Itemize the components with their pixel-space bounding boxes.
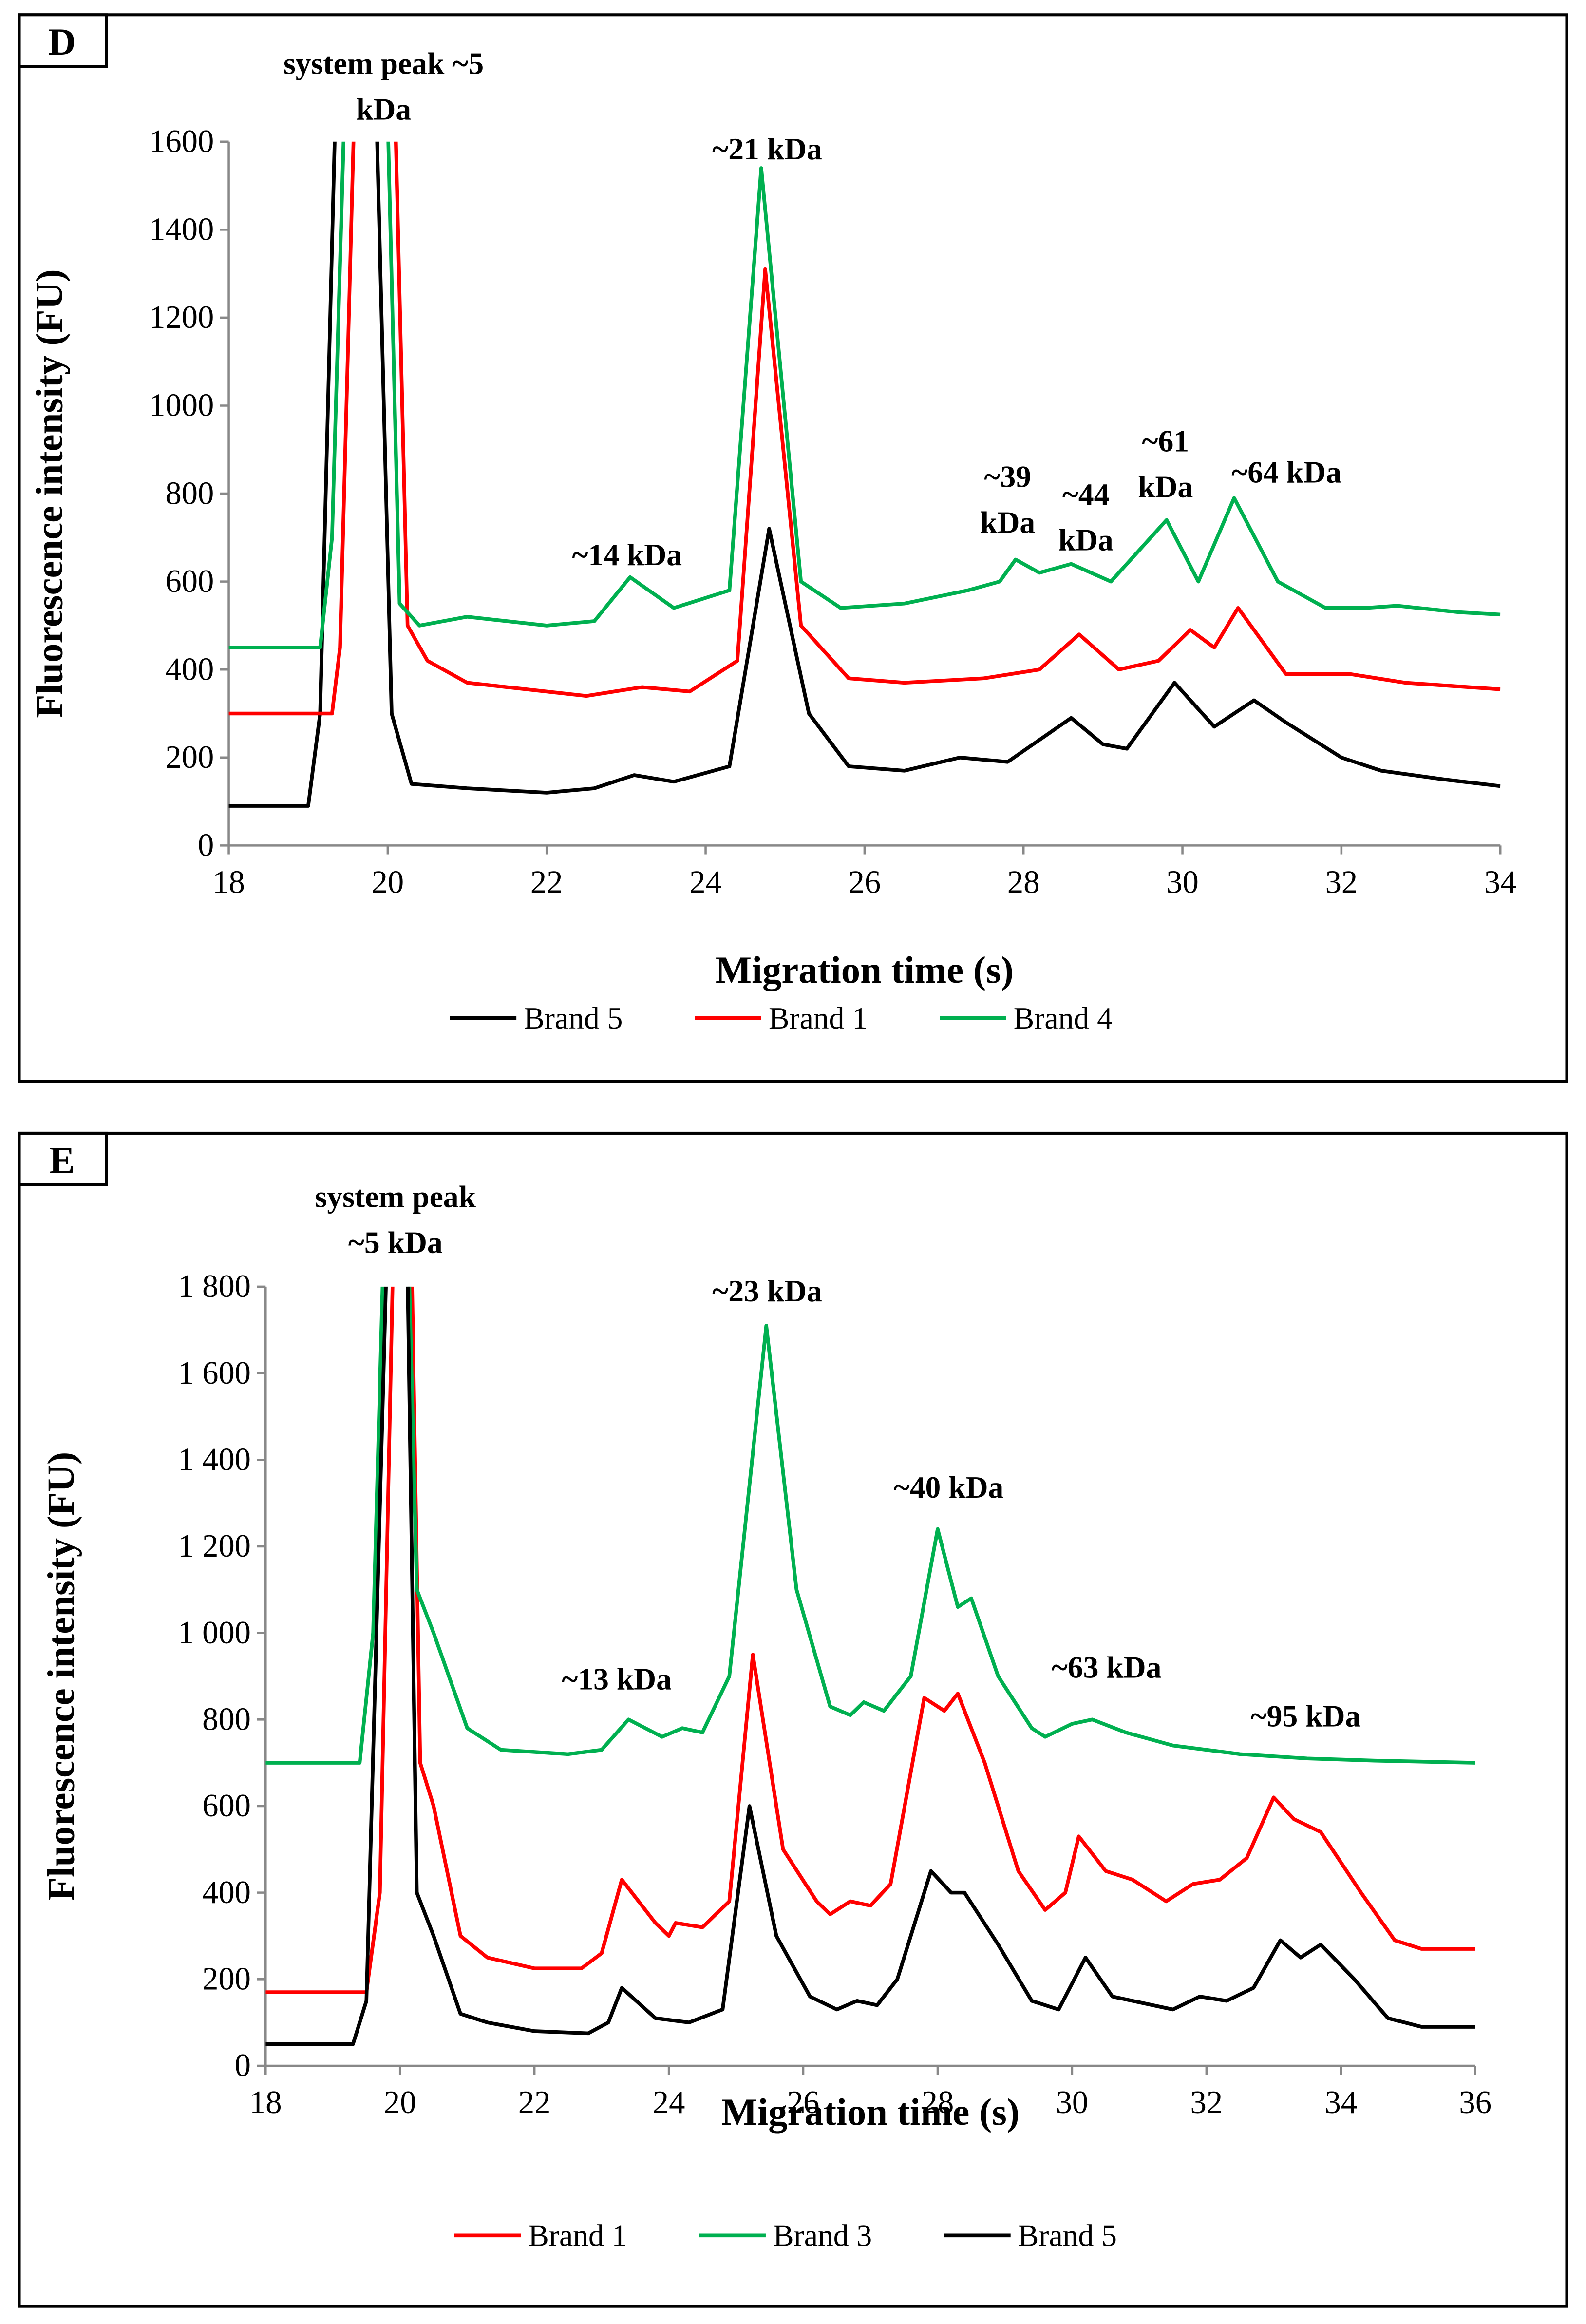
y-tick-label: 600	[165, 564, 214, 599]
line-series	[228, 141, 1501, 716]
plot-area	[228, 141, 1501, 808]
x-tick-label: 26	[849, 864, 881, 900]
y-tick-label: 200	[165, 740, 214, 775]
annotation: ~40 kDa	[894, 1470, 1004, 1505]
panel-label: D	[48, 21, 76, 63]
x-tick-label: 34	[1484, 864, 1517, 900]
panel-label-box	[18, 1131, 108, 1186]
annotation: kDa	[1138, 470, 1193, 504]
x-tick-label: 20	[384, 2085, 416, 2120]
x-tick-label: 30	[1166, 864, 1199, 900]
annotation: kDa	[1058, 523, 1114, 557]
x-axis-title: Migration time (s)	[721, 2091, 1020, 2134]
line-series	[265, 1286, 1475, 2046]
annotation: kDa	[980, 505, 1035, 539]
annotation: ~64 kDa	[1231, 455, 1341, 489]
x-tick-label: 36	[1459, 2085, 1492, 2120]
line-series	[228, 141, 1501, 649]
annotation: system peak	[315, 1179, 476, 1214]
y-tick-label: 1400	[149, 212, 214, 248]
legend-label: Brand 5	[524, 1001, 623, 1035]
y-axis-title: Fluorescence intensity (FU)	[28, 269, 71, 718]
x-tick-label: 18	[212, 864, 245, 900]
x-tick-label: 20	[372, 864, 404, 900]
legend-label: Brand 1	[528, 2218, 627, 2252]
y-tick-label: 1 600	[178, 1355, 251, 1391]
y-tick-label: 1 800	[178, 1269, 251, 1304]
annotation: ~63 kDa	[1052, 1650, 1162, 1684]
line-series	[265, 1286, 1475, 1994]
annotation: ~23 kDa	[712, 1274, 822, 1308]
y-tick-label: 0	[235, 2048, 251, 2083]
panel-label-box	[18, 13, 108, 68]
annotation: kDa	[356, 92, 411, 126]
y-tick-label: 200	[202, 1962, 251, 1997]
y-axis-title: Fluorescence intensity (FU)	[40, 1452, 83, 1901]
panel-label: E	[49, 1140, 75, 1182]
annotation: ~95 kDa	[1251, 1698, 1361, 1733]
legend-label: Brand 4	[1014, 1001, 1113, 1035]
annotation: ~5 kDa	[348, 1225, 443, 1259]
annotation: ~39	[984, 459, 1031, 494]
y-tick-label: 600	[202, 1788, 251, 1824]
y-tick-label: 800	[165, 476, 214, 511]
annotation: ~61	[1142, 424, 1189, 458]
annotation: ~44	[1062, 477, 1110, 512]
x-tick-label: 22	[530, 864, 563, 900]
panel-frame	[18, 13, 1568, 1083]
x-tick-label: 18	[249, 2085, 282, 2120]
y-tick-label: 1000	[149, 388, 214, 423]
x-tick-label: 26	[787, 2085, 820, 2120]
y-tick-label: 0	[198, 828, 214, 863]
x-tick-label: 28	[1007, 864, 1040, 900]
y-tick-label: 800	[202, 1701, 251, 1737]
plot-area	[265, 1286, 1475, 2046]
panel-frame	[18, 1131, 1568, 2308]
y-tick-label: 1 400	[178, 1442, 251, 1477]
x-tick-label: 22	[518, 2085, 551, 2120]
x-tick-label: 32	[1325, 864, 1358, 900]
y-tick-label: 1200	[149, 300, 214, 335]
x-tick-label: 28	[922, 2085, 954, 2120]
y-tick-label: 400	[165, 651, 214, 687]
x-tick-label: 34	[1324, 2085, 1357, 2120]
legend-label: Brand 1	[769, 1001, 868, 1035]
x-tick-label: 24	[689, 864, 722, 900]
y-tick-label: 1 000	[178, 1615, 251, 1651]
annotation: ~14 kDa	[572, 537, 682, 572]
annotation: ~21 kDa	[712, 132, 822, 166]
y-tick-label: 1600	[149, 124, 214, 159]
y-tick-label: 1 200	[178, 1528, 251, 1564]
x-tick-label: 24	[653, 2085, 685, 2120]
line-series	[228, 141, 1501, 808]
x-tick-label: 32	[1190, 2085, 1223, 2120]
x-tick-label: 30	[1056, 2085, 1089, 2120]
annotation: ~13 kDa	[562, 1662, 672, 1696]
legend-label: Brand 3	[773, 2218, 872, 2252]
line-series	[265, 1286, 1475, 1765]
x-axis-title: Migration time (s)	[716, 949, 1014, 991]
legend-label: Brand 5	[1018, 2218, 1117, 2252]
annotation: system peak ~5	[283, 46, 484, 80]
y-tick-label: 400	[202, 1875, 251, 1910]
